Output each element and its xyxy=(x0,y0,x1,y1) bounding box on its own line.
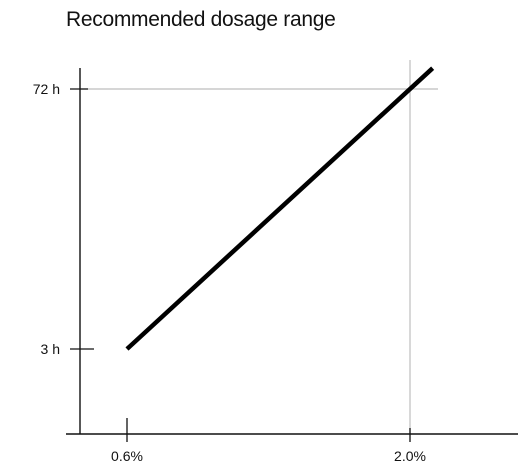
series xyxy=(125,66,435,351)
y-tick-label: 3 h xyxy=(41,341,60,357)
ticks: 3 h 72 h 0.6% 2.0% xyxy=(33,81,426,464)
y-tick-label: 72 h xyxy=(33,81,60,97)
grid-lines xyxy=(80,60,438,434)
x-tick-label: 0.6% xyxy=(111,448,143,464)
axes xyxy=(66,68,518,435)
series-line-1 xyxy=(125,66,435,351)
chart-title: Recommended dosage range xyxy=(66,8,336,31)
x-tick-label: 2.0% xyxy=(394,448,426,464)
